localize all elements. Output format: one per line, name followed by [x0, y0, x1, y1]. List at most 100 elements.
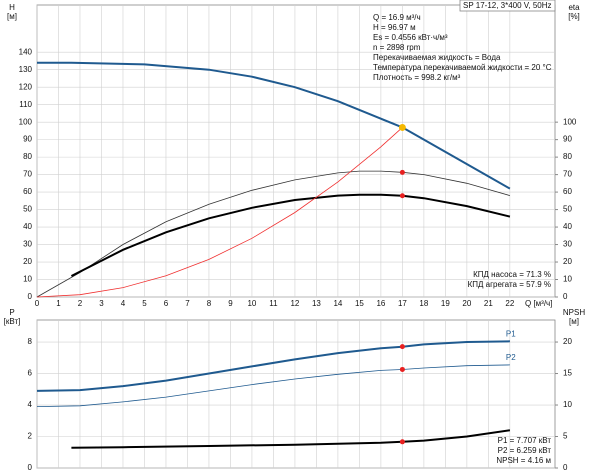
operating-point: [399, 169, 405, 175]
y-tick-label: 130: [19, 65, 33, 74]
y2-axis-label: eta: [568, 3, 580, 12]
y2-axis-label: [%]: [568, 12, 580, 21]
y-axis-label: H: [9, 3, 15, 12]
y-tick-label: 0: [28, 292, 33, 301]
y2-tick-label: 10: [563, 275, 572, 284]
y-tick-label: 90: [23, 135, 32, 144]
y2-tick-label: 100: [563, 117, 577, 126]
y2-axis-label: [м]: [569, 317, 579, 326]
info-line: Температура перекачиваемой жидкости = 20…: [373, 63, 552, 72]
chart-title: SP 17-12, 3*400 V, 50Hz: [463, 1, 552, 10]
x-tick-label: 3: [99, 299, 104, 308]
operating-point: [399, 344, 405, 350]
plot-area: [36, 4, 556, 298]
y-tick-label: 0: [28, 463, 33, 472]
note: P1 = 7.707 кВт: [498, 436, 552, 445]
y-tick-label: 2: [28, 432, 33, 441]
y-tick-label: 120: [19, 82, 33, 91]
x-tick-label: 14: [333, 299, 342, 308]
info-line: H = 96.97 м: [373, 23, 416, 32]
curve-label: P1: [506, 329, 516, 338]
y-axis-label: [кВт]: [4, 317, 21, 326]
y2-tick-label: 15: [563, 369, 572, 378]
curve: [36, 127, 403, 298]
x-tick-label: 22: [505, 299, 514, 308]
curve: [36, 364, 510, 407]
y2-tick-label: 10: [563, 400, 572, 409]
x-axis-label: Q [м³/ч]: [525, 299, 552, 308]
note: КПД агрегата = 57.9 %: [468, 280, 551, 289]
x-tick-label: 21: [484, 299, 493, 308]
title-box: [459, 0, 556, 12]
note: P2 = 6.259 кВт: [498, 446, 552, 455]
y2-tick-label: 50: [563, 205, 572, 214]
x-tick-label: 18: [419, 299, 428, 308]
operating-point: [399, 366, 405, 372]
operating-point: [398, 123, 406, 131]
x-tick-label: 10: [247, 299, 256, 308]
y-tick-label: 40: [23, 222, 32, 231]
y-axis-label: P: [9, 308, 14, 317]
curve: [36, 340, 510, 392]
y-axis-label: [м]: [7, 12, 17, 21]
x-tick-label: 8: [207, 299, 212, 308]
y2-tick-label: 60: [563, 187, 572, 196]
operating-point: [399, 193, 405, 199]
info-line: Плотность = 998.2 кг/м³: [373, 73, 461, 82]
curve-label: P2: [506, 353, 516, 362]
info-line: Q = 16.9 м³/ч: [373, 13, 421, 22]
y-tick-label: 50: [23, 205, 32, 214]
x-tick-label: 20: [462, 299, 471, 308]
curve: [36, 170, 511, 298]
y-tick-label: 20: [23, 257, 32, 266]
info-line: Es = 0.4556 кВт·ч/м³: [373, 33, 448, 42]
x-tick-label: 12: [290, 299, 299, 308]
y-tick-label: 10: [23, 275, 32, 284]
y2-axis-label: NPSH: [563, 308, 585, 317]
x-tick-label: 16: [376, 299, 385, 308]
curve: [37, 61, 511, 190]
y2-tick-label: 5: [563, 432, 568, 441]
x-tick-label: 2: [78, 299, 83, 308]
x-tick-label: 11: [269, 299, 278, 308]
note: КПД насоса = 71.3 %: [473, 270, 551, 279]
x-tick-label: 5: [142, 299, 147, 308]
y2-tick-label: 30: [563, 240, 572, 249]
y-tick-label: 6: [28, 369, 33, 378]
y2-tick-label: 20: [563, 337, 572, 346]
y2-tick-label: 70: [563, 170, 572, 179]
y-tick-label: 8: [28, 337, 33, 346]
x-tick-label: 7: [185, 299, 190, 308]
x-tick-label: 0: [35, 299, 40, 308]
y2-tick-label: 90: [563, 135, 572, 144]
x-tick-label: 13: [312, 299, 321, 308]
operating-point: [399, 439, 405, 445]
y2-tick-label: 40: [563, 222, 572, 231]
y2-tick-label: 0: [563, 463, 568, 472]
y-tick-label: 110: [19, 100, 32, 109]
x-tick-label: 6: [164, 299, 169, 308]
plot-area: [36, 319, 556, 469]
y2-tick-label: 80: [563, 152, 572, 161]
x-tick-label: 1: [56, 299, 61, 308]
info-line: n = 2898 rpm: [373, 43, 421, 52]
y2-tick-label: 20: [563, 257, 572, 266]
x-tick-label: 15: [355, 299, 364, 308]
x-tick-label: 17: [398, 299, 407, 308]
curve: [70, 193, 511, 277]
curve: [71, 429, 511, 449]
note: NPSH = 4.16 м: [496, 456, 551, 465]
y-tick-label: 100: [19, 117, 33, 126]
y2-tick-label: 0: [563, 292, 568, 301]
y-tick-label: 80: [23, 152, 32, 161]
y-tick-label: 70: [23, 170, 32, 179]
x-tick-label: 4: [121, 299, 126, 308]
y-tick-label: 60: [23, 187, 32, 196]
y-tick-label: 30: [23, 240, 32, 249]
x-tick-label: 9: [228, 299, 233, 308]
y-tick-label: 4: [28, 400, 33, 409]
y-tick-label: 140: [19, 47, 33, 56]
x-tick-label: 19: [441, 299, 450, 308]
info-line: Перекачиваемая жидкость = Вода: [373, 53, 501, 62]
